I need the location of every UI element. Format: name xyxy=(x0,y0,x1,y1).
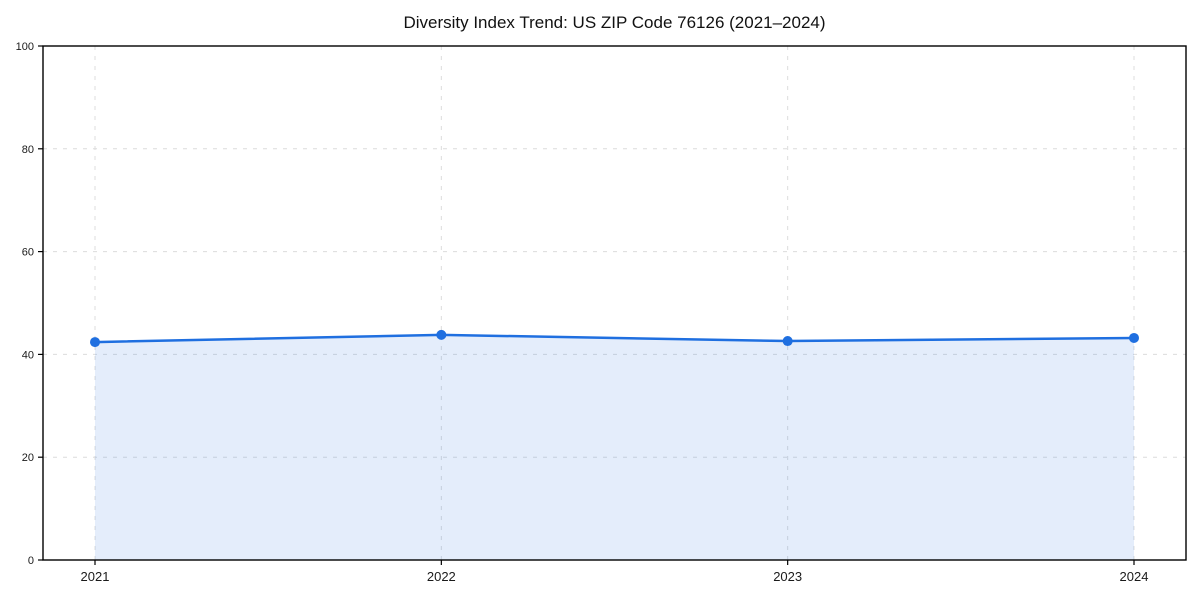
data-point-2021 xyxy=(90,337,100,348)
y-tick-label: 100 xyxy=(16,41,34,53)
x-tick-label: 2021 xyxy=(81,569,110,584)
y-tick-label: 0 xyxy=(28,555,34,567)
area-fill xyxy=(95,334,1134,560)
tick-marks xyxy=(38,45,1135,565)
chart-title: Diversity Index Trend: US ZIP Code 76126… xyxy=(403,13,826,32)
data-point-2022 xyxy=(436,329,447,340)
y-tick-label: 40 xyxy=(22,349,34,361)
data-point-2024 xyxy=(1129,332,1139,343)
x-tick-label: 2023 xyxy=(773,569,802,584)
plot-border xyxy=(42,45,1187,561)
y-tick-label: 80 xyxy=(22,144,34,156)
data-point-2023 xyxy=(782,336,793,347)
x-tick-label: 2024 xyxy=(1120,569,1149,584)
y-tick-label: 60 xyxy=(22,247,34,259)
y-tick-label: 20 xyxy=(22,452,34,464)
x-tick-label: 2022 xyxy=(427,569,456,584)
trend-line xyxy=(93,333,1136,344)
